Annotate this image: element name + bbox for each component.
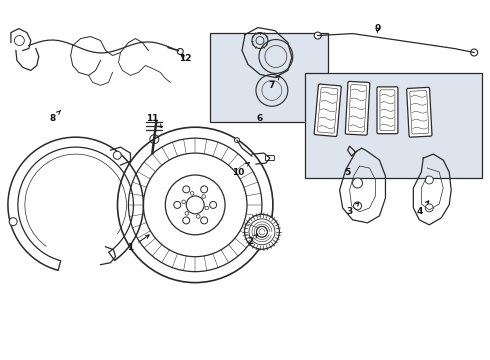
FancyBboxPatch shape xyxy=(380,90,395,131)
FancyBboxPatch shape xyxy=(305,73,482,178)
Circle shape xyxy=(177,49,183,54)
Circle shape xyxy=(425,176,433,184)
Circle shape xyxy=(186,196,204,214)
Text: 12: 12 xyxy=(179,54,192,63)
Circle shape xyxy=(185,212,189,215)
Circle shape xyxy=(201,186,208,193)
FancyBboxPatch shape xyxy=(377,87,398,134)
Circle shape xyxy=(201,217,208,224)
Text: 2: 2 xyxy=(247,234,258,246)
Circle shape xyxy=(202,195,205,198)
Circle shape xyxy=(118,127,273,283)
Circle shape xyxy=(353,178,363,188)
Circle shape xyxy=(354,202,362,210)
FancyBboxPatch shape xyxy=(348,85,367,132)
Circle shape xyxy=(196,215,200,218)
FancyBboxPatch shape xyxy=(345,81,370,135)
Circle shape xyxy=(470,49,478,56)
Circle shape xyxy=(314,32,321,39)
Text: 3: 3 xyxy=(346,203,359,216)
Circle shape xyxy=(235,138,240,143)
Text: 1: 1 xyxy=(127,235,149,252)
Text: 7: 7 xyxy=(269,76,279,90)
Circle shape xyxy=(113,151,121,159)
Circle shape xyxy=(183,186,190,193)
Circle shape xyxy=(245,214,279,249)
FancyBboxPatch shape xyxy=(314,84,341,136)
Text: 5: 5 xyxy=(344,167,351,176)
Circle shape xyxy=(256,226,268,237)
FancyBboxPatch shape xyxy=(210,32,328,122)
FancyBboxPatch shape xyxy=(266,156,274,161)
Text: 4: 4 xyxy=(416,201,429,216)
Circle shape xyxy=(249,219,275,245)
Circle shape xyxy=(9,218,17,226)
Text: 10: 10 xyxy=(232,163,249,176)
FancyBboxPatch shape xyxy=(407,87,432,137)
Circle shape xyxy=(210,201,217,208)
FancyBboxPatch shape xyxy=(410,90,429,134)
Text: 8: 8 xyxy=(49,111,61,123)
Text: 6: 6 xyxy=(257,114,263,123)
Text: 9: 9 xyxy=(374,24,381,33)
Circle shape xyxy=(205,206,209,210)
Circle shape xyxy=(190,192,194,195)
Circle shape xyxy=(425,204,433,212)
Circle shape xyxy=(174,201,181,208)
FancyBboxPatch shape xyxy=(318,87,338,133)
Text: 11: 11 xyxy=(146,114,162,128)
Circle shape xyxy=(183,217,190,224)
Circle shape xyxy=(182,200,185,204)
